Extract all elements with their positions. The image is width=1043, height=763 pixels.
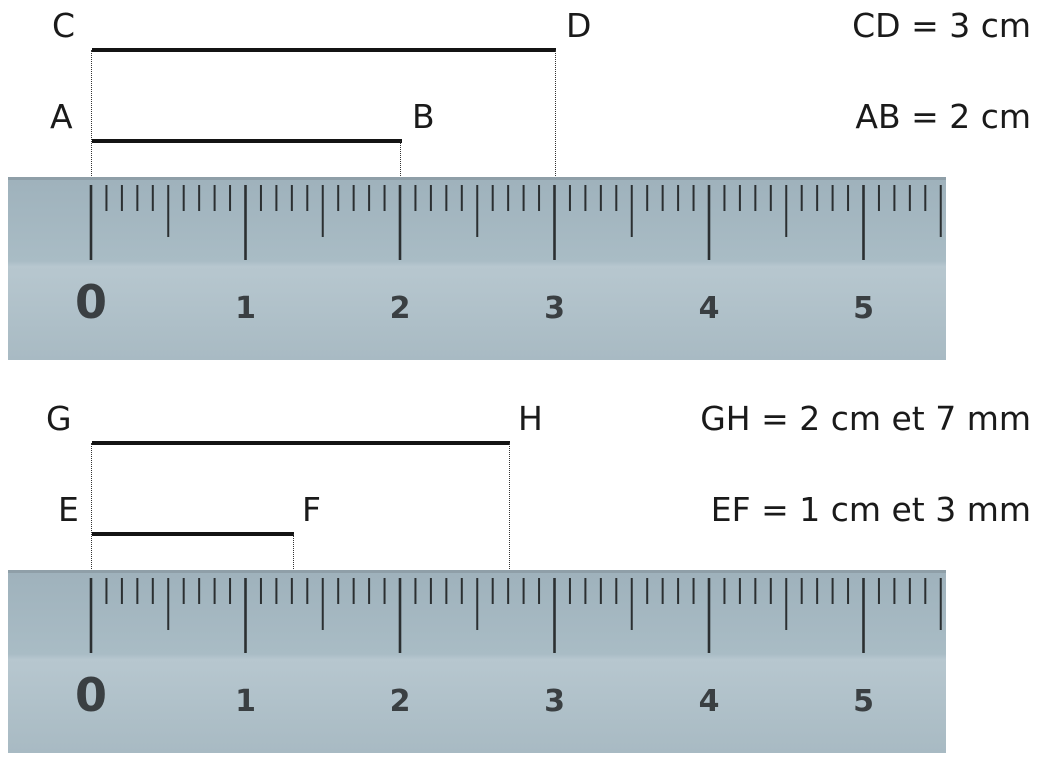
point-label-c: C: [52, 6, 76, 45]
ruler-number-5: 5: [853, 291, 874, 326]
ruler-number-1: 1: [235, 291, 256, 326]
ruler-graduations: 0 1 2 3 4 5: [75, 578, 942, 722]
measurement-panel-2: G H GH = 2 cm et 7 mm E F EF = 1 cm et 3…: [0, 393, 1043, 763]
equation-cd: CD = 3 cm: [852, 6, 1031, 45]
guide-line-h: [509, 443, 510, 573]
point-label-h: H: [518, 399, 544, 438]
point-label-d: D: [566, 6, 592, 45]
ruler-number-2: 2: [390, 684, 411, 719]
ruler-number-0: 0: [75, 668, 107, 722]
ruler-number-1: 1: [235, 684, 256, 719]
ruler: 0 1 2 3 4 5: [8, 570, 946, 753]
guide-line-b: [400, 141, 401, 180]
point-label-a: A: [50, 97, 74, 136]
ruler: 0 1 2 3 4 5: [8, 177, 946, 360]
equation-ef: EF = 1 cm et 3 mm: [710, 490, 1031, 529]
ruler-number-2: 2: [390, 291, 411, 326]
segment-ef: [92, 532, 294, 536]
guide-line-origin: [91, 50, 92, 180]
guide-line-f: [293, 534, 294, 573]
equation-ab: AB = 2 cm: [855, 97, 1031, 136]
segment-gh: [92, 441, 510, 445]
ruler-number-3: 3: [544, 684, 565, 719]
equation-gh: GH = 2 cm et 7 mm: [700, 399, 1031, 438]
point-label-g: G: [46, 399, 73, 438]
ruler-number-4: 4: [699, 684, 720, 719]
segment-cd: [92, 48, 556, 52]
ruler-number-3: 3: [544, 291, 565, 326]
point-label-e: E: [58, 490, 80, 529]
segment-ab: [92, 139, 402, 143]
point-label-b: B: [412, 97, 436, 136]
ruler-number-5: 5: [853, 684, 874, 719]
ruler-number-4: 4: [699, 291, 720, 326]
measurement-panel-1: C D CD = 3 cm A B AB = 2 cm 0 1 2 3 4 5: [0, 0, 1043, 370]
point-label-f: F: [302, 490, 322, 529]
ruler-number-0: 0: [75, 275, 107, 329]
guide-line-d: [555, 50, 556, 180]
ruler-graduations: 0 1 2 3 4 5: [75, 185, 942, 329]
guide-line-origin: [91, 443, 92, 573]
